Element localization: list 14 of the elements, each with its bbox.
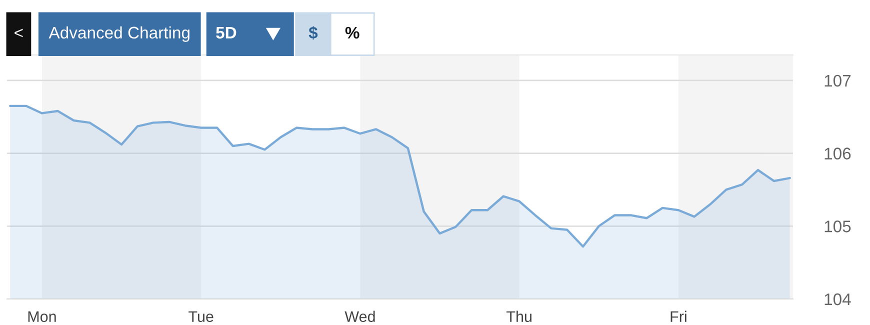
text: Advanced Charting bbox=[48, 26, 190, 42]
x-tick-label: Tue bbox=[188, 311, 214, 322]
text: $ bbox=[308, 26, 318, 40]
text: % bbox=[345, 26, 360, 39]
text: < bbox=[14, 28, 23, 38]
x-tick-label: Wed bbox=[344, 310, 375, 322]
x-tick-label: Mon bbox=[28, 311, 56, 322]
x-tick-label: Thu bbox=[506, 310, 532, 322]
x-tick-label: Fri bbox=[670, 310, 686, 322]
y-tick-label: 107 bbox=[824, 74, 851, 87]
y-tick-label: 104 bbox=[824, 293, 851, 306]
text: 5D bbox=[216, 26, 236, 39]
y-tick-label: 105 bbox=[824, 220, 851, 232]
y-tick-label: 106 bbox=[824, 148, 851, 160]
